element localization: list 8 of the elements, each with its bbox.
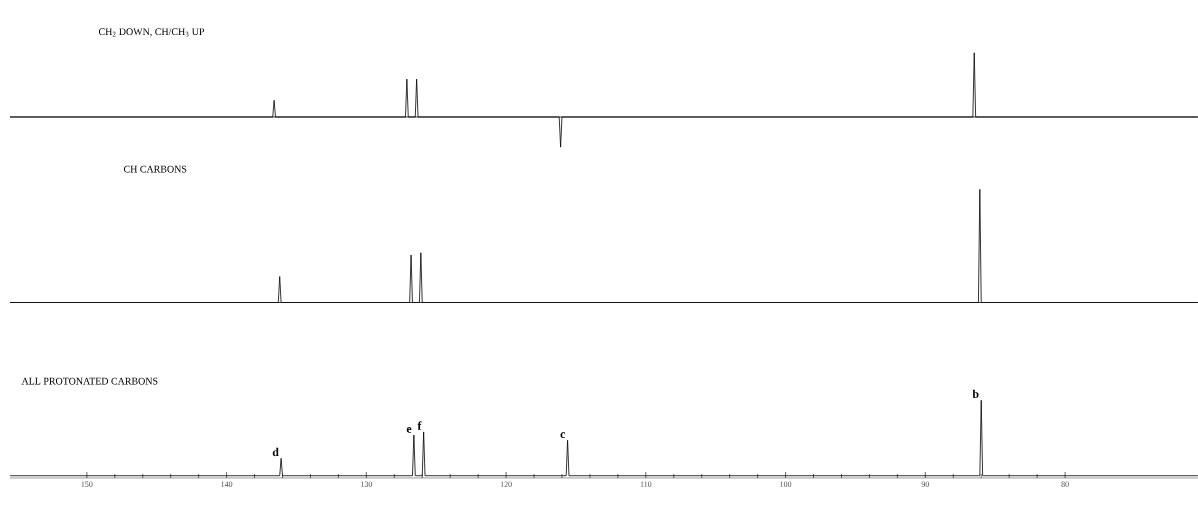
annotation: c bbox=[560, 432, 566, 439]
annotation: e bbox=[406, 427, 412, 433]
annotation: d bbox=[272, 447, 279, 457]
annotation: f bbox=[417, 421, 422, 430]
chart-title: CH CARBONS bbox=[123, 165, 187, 173]
annotation: b bbox=[972, 389, 979, 399]
chart-title: CH$_{2}$ DOWN, CH/CH$_{3}$ UP bbox=[98, 28, 205, 37]
chart-title: ALL PROTONATED CARBONS bbox=[21, 377, 158, 385]
